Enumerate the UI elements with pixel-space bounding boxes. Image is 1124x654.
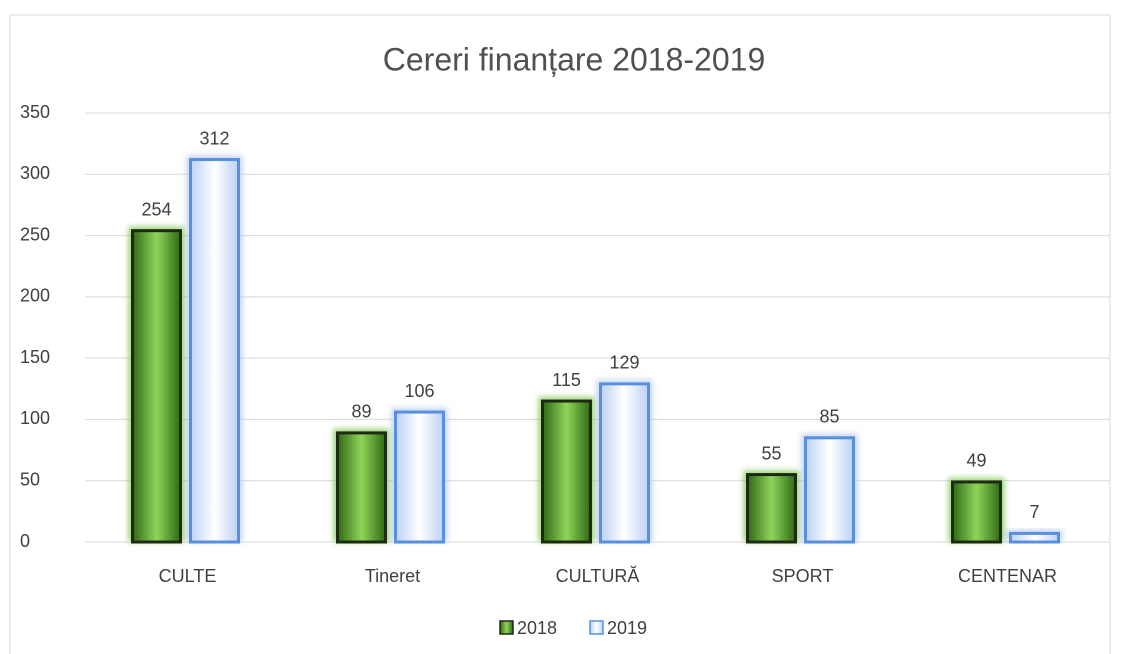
legend-swatch [589, 620, 604, 635]
y-tick-label: 350 [20, 102, 50, 122]
x-tick-label: CULTURĂ [556, 566, 640, 586]
chart-title: Cereri finanțare 2018-2019 [383, 41, 765, 77]
bar [336, 431, 387, 544]
y-tick-label: 300 [20, 163, 50, 183]
data-label: 312 [199, 128, 229, 148]
x-tick-label: SPORT [772, 566, 834, 586]
data-label: 49 [966, 451, 986, 471]
x-tick-label: Tineret [365, 566, 420, 586]
bar [131, 229, 182, 544]
data-label: 7 [1029, 502, 1039, 522]
data-label: 89 [351, 402, 371, 422]
y-tick-label: 150 [20, 347, 50, 367]
y-tick-label: 250 [20, 224, 50, 244]
bar [541, 399, 592, 544]
y-tick-label: 0 [20, 531, 30, 551]
data-label: 115 [552, 370, 581, 390]
bar [951, 480, 1002, 544]
bar [1009, 531, 1060, 544]
x-tick-label: CULTE [159, 566, 217, 586]
x-tick-label: CENTENAR [958, 566, 1057, 586]
data-label: 106 [404, 381, 434, 401]
bar [189, 158, 240, 544]
data-label: 254 [141, 199, 171, 219]
y-tick-label: 100 [20, 408, 50, 428]
bar [599, 382, 650, 544]
data-label: 85 [819, 407, 839, 427]
data-label: 55 [761, 443, 781, 463]
data-label: 129 [609, 353, 639, 373]
bar [804, 436, 855, 544]
legend-label: 2019 [607, 618, 647, 638]
bar [746, 473, 797, 544]
legend-swatch [499, 620, 514, 635]
y-tick-label: 50 [20, 469, 40, 489]
legend-label: 2018 [517, 618, 557, 638]
y-tick-label: 200 [20, 286, 50, 306]
bar [394, 410, 445, 544]
